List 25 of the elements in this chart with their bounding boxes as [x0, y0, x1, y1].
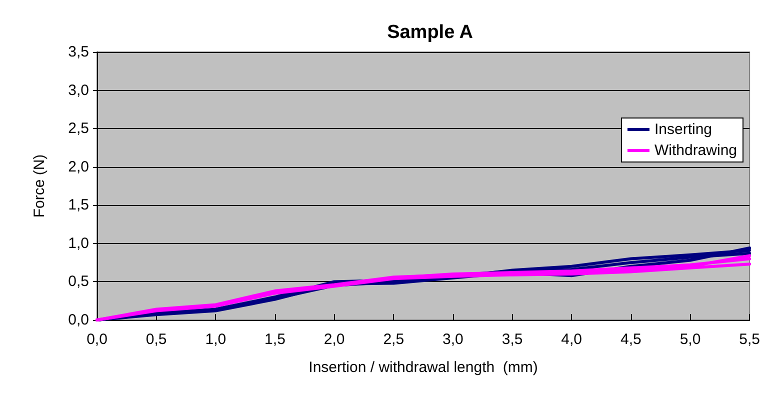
y-tick-label: 2,5 — [68, 120, 89, 138]
x-tick-label: 2,5 — [383, 331, 404, 348]
y-tick-label: 0,0 — [68, 312, 89, 328]
x-tick-label: 3,0 — [442, 331, 464, 348]
y-tick-label: 1,0 — [68, 234, 89, 252]
y-tick-label: 0,5 — [68, 273, 89, 290]
y-tick-label: 3,0 — [68, 82, 89, 99]
legend-label: Withdrawing — [654, 142, 737, 159]
x-tick-label: 5,0 — [680, 331, 701, 348]
x-tick-label: 4,5 — [620, 331, 642, 348]
x-tick-label: 1,5 — [264, 331, 286, 348]
x-tick-label: 5,5 — [739, 331, 760, 348]
x-tick-label: 1,0 — [205, 331, 226, 348]
x-tick-label: 0,0 — [86, 331, 108, 348]
x-tick-label: 2,0 — [324, 331, 345, 348]
y-tick-label: 2,0 — [68, 158, 89, 176]
legend-label: Inserting — [654, 121, 712, 138]
x-axis-title: Insertion / withdrawal length (mm) — [308, 359, 538, 376]
x-tick-label: 4,0 — [561, 331, 582, 348]
x-tick-label: 3,5 — [502, 331, 523, 348]
y-axis-title: Force (N) — [31, 154, 48, 218]
y-tick-label: 3,5 — [68, 44, 89, 60]
x-tick-label: 0,5 — [146, 331, 167, 348]
y-tick-label: 1,5 — [68, 196, 89, 214]
chart-title: Sample A — [387, 22, 474, 43]
